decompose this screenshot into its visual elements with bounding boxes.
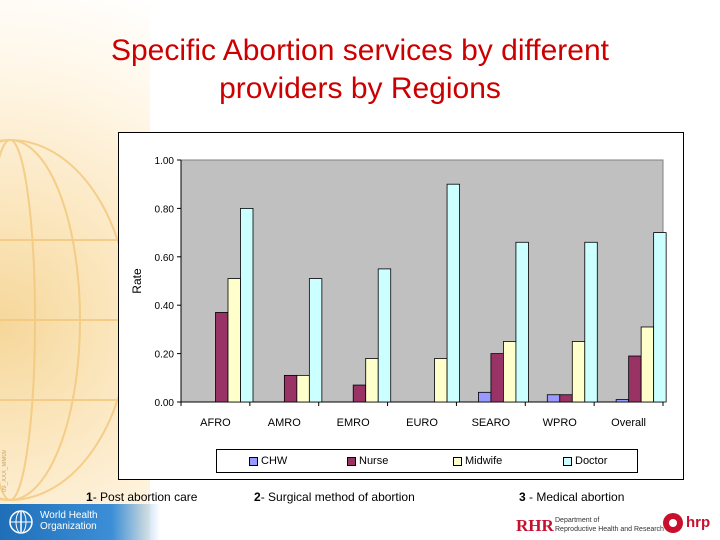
footnotes: 1- Post abortion care 2- Surgical method… bbox=[0, 490, 720, 506]
legend-swatch bbox=[563, 456, 572, 466]
legend-label: CHW bbox=[261, 455, 288, 467]
chart-legend: CHW Nurse Midwife Doctor bbox=[216, 449, 638, 473]
bar-chw-wpro bbox=[546, 394, 561, 403]
y-tick-label: 0.80 bbox=[155, 204, 175, 215]
bar-midwife-euro bbox=[434, 358, 448, 403]
y-axis-label: Rate bbox=[130, 268, 144, 294]
legend-item-doctor: Doctor bbox=[563, 455, 607, 467]
side-code: 09_XXX_MM09 bbox=[2, 450, 8, 493]
legend-swatch bbox=[249, 456, 258, 466]
bar-doctor-wpro bbox=[584, 241, 598, 403]
legend-label: Midwife bbox=[465, 455, 503, 467]
x-tick-label: Overall bbox=[611, 417, 646, 429]
department-name: Department of Reproductive Health and Re… bbox=[555, 517, 664, 533]
bar-midwife-emro bbox=[365, 358, 379, 403]
legend-item-nurse: Nurse bbox=[347, 455, 388, 467]
bar-doctor-euro bbox=[446, 183, 460, 403]
footnote-1: 1- Post abortion care bbox=[86, 490, 198, 504]
x-tick-label: AFRO bbox=[200, 417, 231, 429]
hrp-logo-text: hrp bbox=[686, 514, 711, 531]
y-tick-label: 0.40 bbox=[155, 301, 175, 312]
bar-chw-searo bbox=[478, 391, 492, 403]
bar-doctor-afro bbox=[240, 208, 254, 403]
bar-midwife-searo bbox=[503, 341, 517, 403]
chart-frame: 0.00 0.20 0.40 0.60 0.80 1.00 Rate AFRO AMRO EMRO… bbox=[118, 132, 684, 480]
bar-doctor-amro bbox=[308, 278, 323, 403]
bar-midwife-afro bbox=[227, 278, 241, 403]
y-tick-label: 0.60 bbox=[155, 253, 175, 264]
legend-item-midwife: Midwife bbox=[453, 455, 502, 467]
x-tick-label: EMRO bbox=[337, 417, 370, 429]
legend-label: Doctor bbox=[575, 455, 608, 467]
x-tick-label: SEARO bbox=[472, 417, 511, 429]
y-tick-label: 0.00 bbox=[155, 398, 175, 409]
bar-chart: 0.00 0.20 0.40 0.60 0.80 1.00 Rate AFRO AMRO EMRO… bbox=[130, 156, 667, 429]
x-tick-label: WPRO bbox=[543, 417, 578, 429]
bar-nurse-amro bbox=[283, 374, 298, 403]
title-line-1: Specific Abortion services by different bbox=[110, 34, 610, 67]
x-tick-label: AMRO bbox=[268, 417, 301, 429]
who-name: World Health Organization bbox=[40, 510, 98, 532]
bar-nurse-searo bbox=[490, 353, 504, 403]
y-tick-label: 1.00 bbox=[155, 156, 175, 167]
legend-label: Nurse bbox=[359, 455, 389, 467]
bar-midwife-wpro bbox=[571, 341, 586, 403]
bar-chw-overall bbox=[615, 399, 630, 403]
legend-swatch bbox=[347, 456, 356, 466]
footnote-3: 3 - Medical abortion bbox=[519, 490, 625, 504]
bar-doctor-overall bbox=[653, 232, 667, 403]
bar-nurse-overall bbox=[628, 355, 642, 403]
hrp-emblem-icon bbox=[663, 513, 683, 533]
legend-swatch bbox=[453, 456, 462, 466]
footer-bar: World Health Organization RHR Department… bbox=[0, 504, 720, 540]
x-tick-label: EURO bbox=[406, 417, 438, 429]
rhr-logo: RHR bbox=[516, 516, 554, 535]
y-tick-label: 0.20 bbox=[155, 350, 175, 361]
bar-midwife-amro bbox=[296, 374, 310, 403]
bar-nurse-wpro bbox=[559, 394, 573, 403]
bar-doctor-searo bbox=[515, 241, 529, 403]
who-emblem-icon bbox=[9, 510, 33, 534]
bar-doctor-emro bbox=[377, 268, 392, 403]
bar-nurse-emro bbox=[352, 384, 367, 403]
footnote-2: 2- Surgical method of abortion bbox=[254, 490, 415, 504]
title-line-2: providers by Regions bbox=[219, 72, 501, 105]
bar-midwife-overall bbox=[640, 326, 655, 403]
legend-item-chw: CHW bbox=[249, 455, 287, 467]
slide-title: Specific Abortion services by different … bbox=[60, 32, 660, 108]
bar-nurse-afro bbox=[215, 312, 229, 403]
